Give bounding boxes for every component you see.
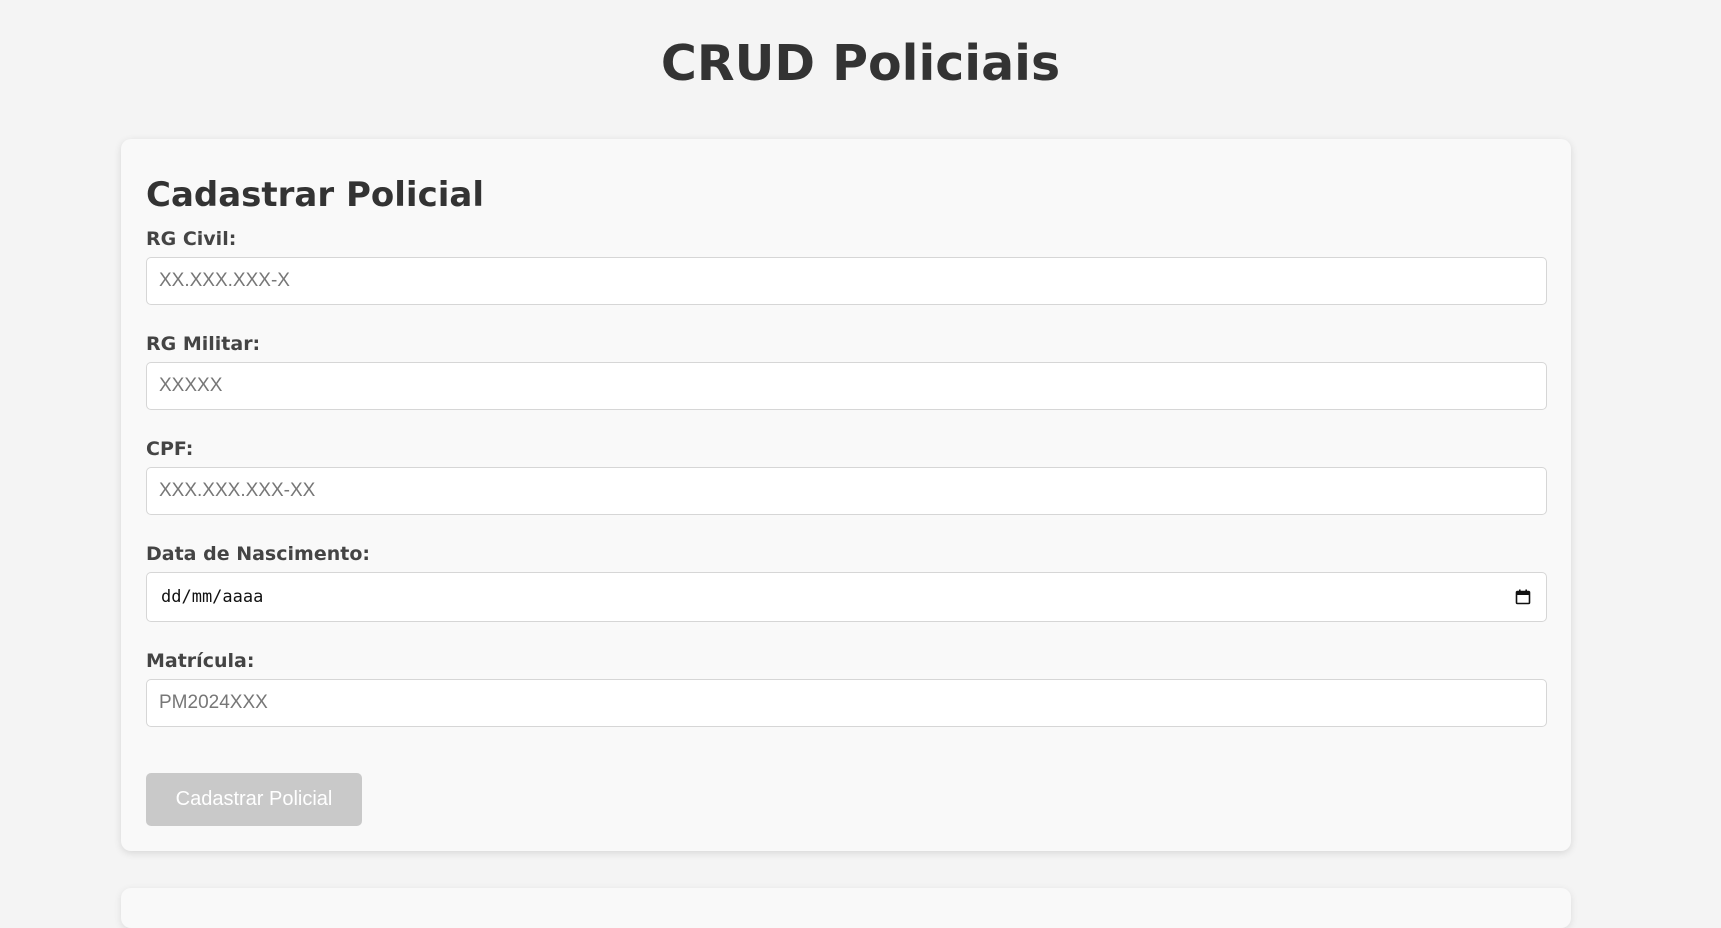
list-card	[121, 888, 1571, 928]
rg-militar-label: RG Militar:	[146, 333, 261, 355]
rg-militar-input[interactable]	[146, 362, 1547, 410]
birth-date-input[interactable]: dd/mm/aaaa	[146, 572, 1547, 622]
cpf-label: CPF:	[146, 438, 194, 460]
register-form-card: Cadastrar Policial RG Civil: RG Militar:…	[121, 139, 1571, 851]
matricula-input[interactable]	[146, 679, 1547, 727]
matricula-label: Matrícula:	[146, 650, 255, 672]
register-button[interactable]: Cadastrar Policial	[146, 773, 362, 826]
form-title: Cadastrar Policial	[146, 175, 484, 215]
page-title: CRUD Policiais	[660, 35, 1061, 92]
birth-date-label: Data de Nascimento:	[146, 543, 370, 565]
birth-date-placeholder: dd/mm/aaaa	[161, 587, 264, 607]
rg-civil-label: RG Civil:	[146, 228, 237, 250]
cpf-input[interactable]	[146, 467, 1547, 515]
rg-civil-input[interactable]	[146, 257, 1547, 305]
calendar-icon[interactable]	[1514, 588, 1532, 606]
